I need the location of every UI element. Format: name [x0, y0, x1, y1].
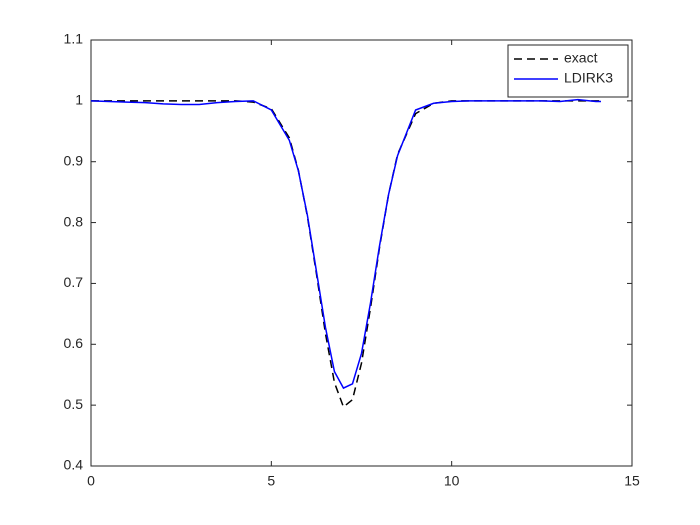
- y-tick-label: 0.5: [64, 396, 84, 412]
- y-tick-label: 0.9: [64, 152, 84, 168]
- plot-area: [90, 39, 633, 467]
- y-tick-label: 0.4: [64, 457, 84, 473]
- y-tick-label: 0.8: [64, 213, 84, 229]
- x-tick-label: 0: [87, 473, 95, 489]
- y-tick-label: 0.6: [64, 335, 84, 351]
- legend-label: LDIRK3: [564, 70, 613, 86]
- legend-label: exact: [564, 50, 598, 66]
- x-tick-label: 15: [624, 473, 640, 489]
- x-tick-label: 10: [444, 473, 460, 489]
- y-tick-label: 1: [75, 92, 83, 108]
- y-tick-label: 1.1: [64, 31, 84, 47]
- x-tick-label: 5: [267, 473, 275, 489]
- series-line: [90, 98, 601, 390]
- y-tick-label: 0.7: [64, 274, 84, 290]
- legend-box: [507, 44, 629, 98]
- series-line: [91, 100, 601, 409]
